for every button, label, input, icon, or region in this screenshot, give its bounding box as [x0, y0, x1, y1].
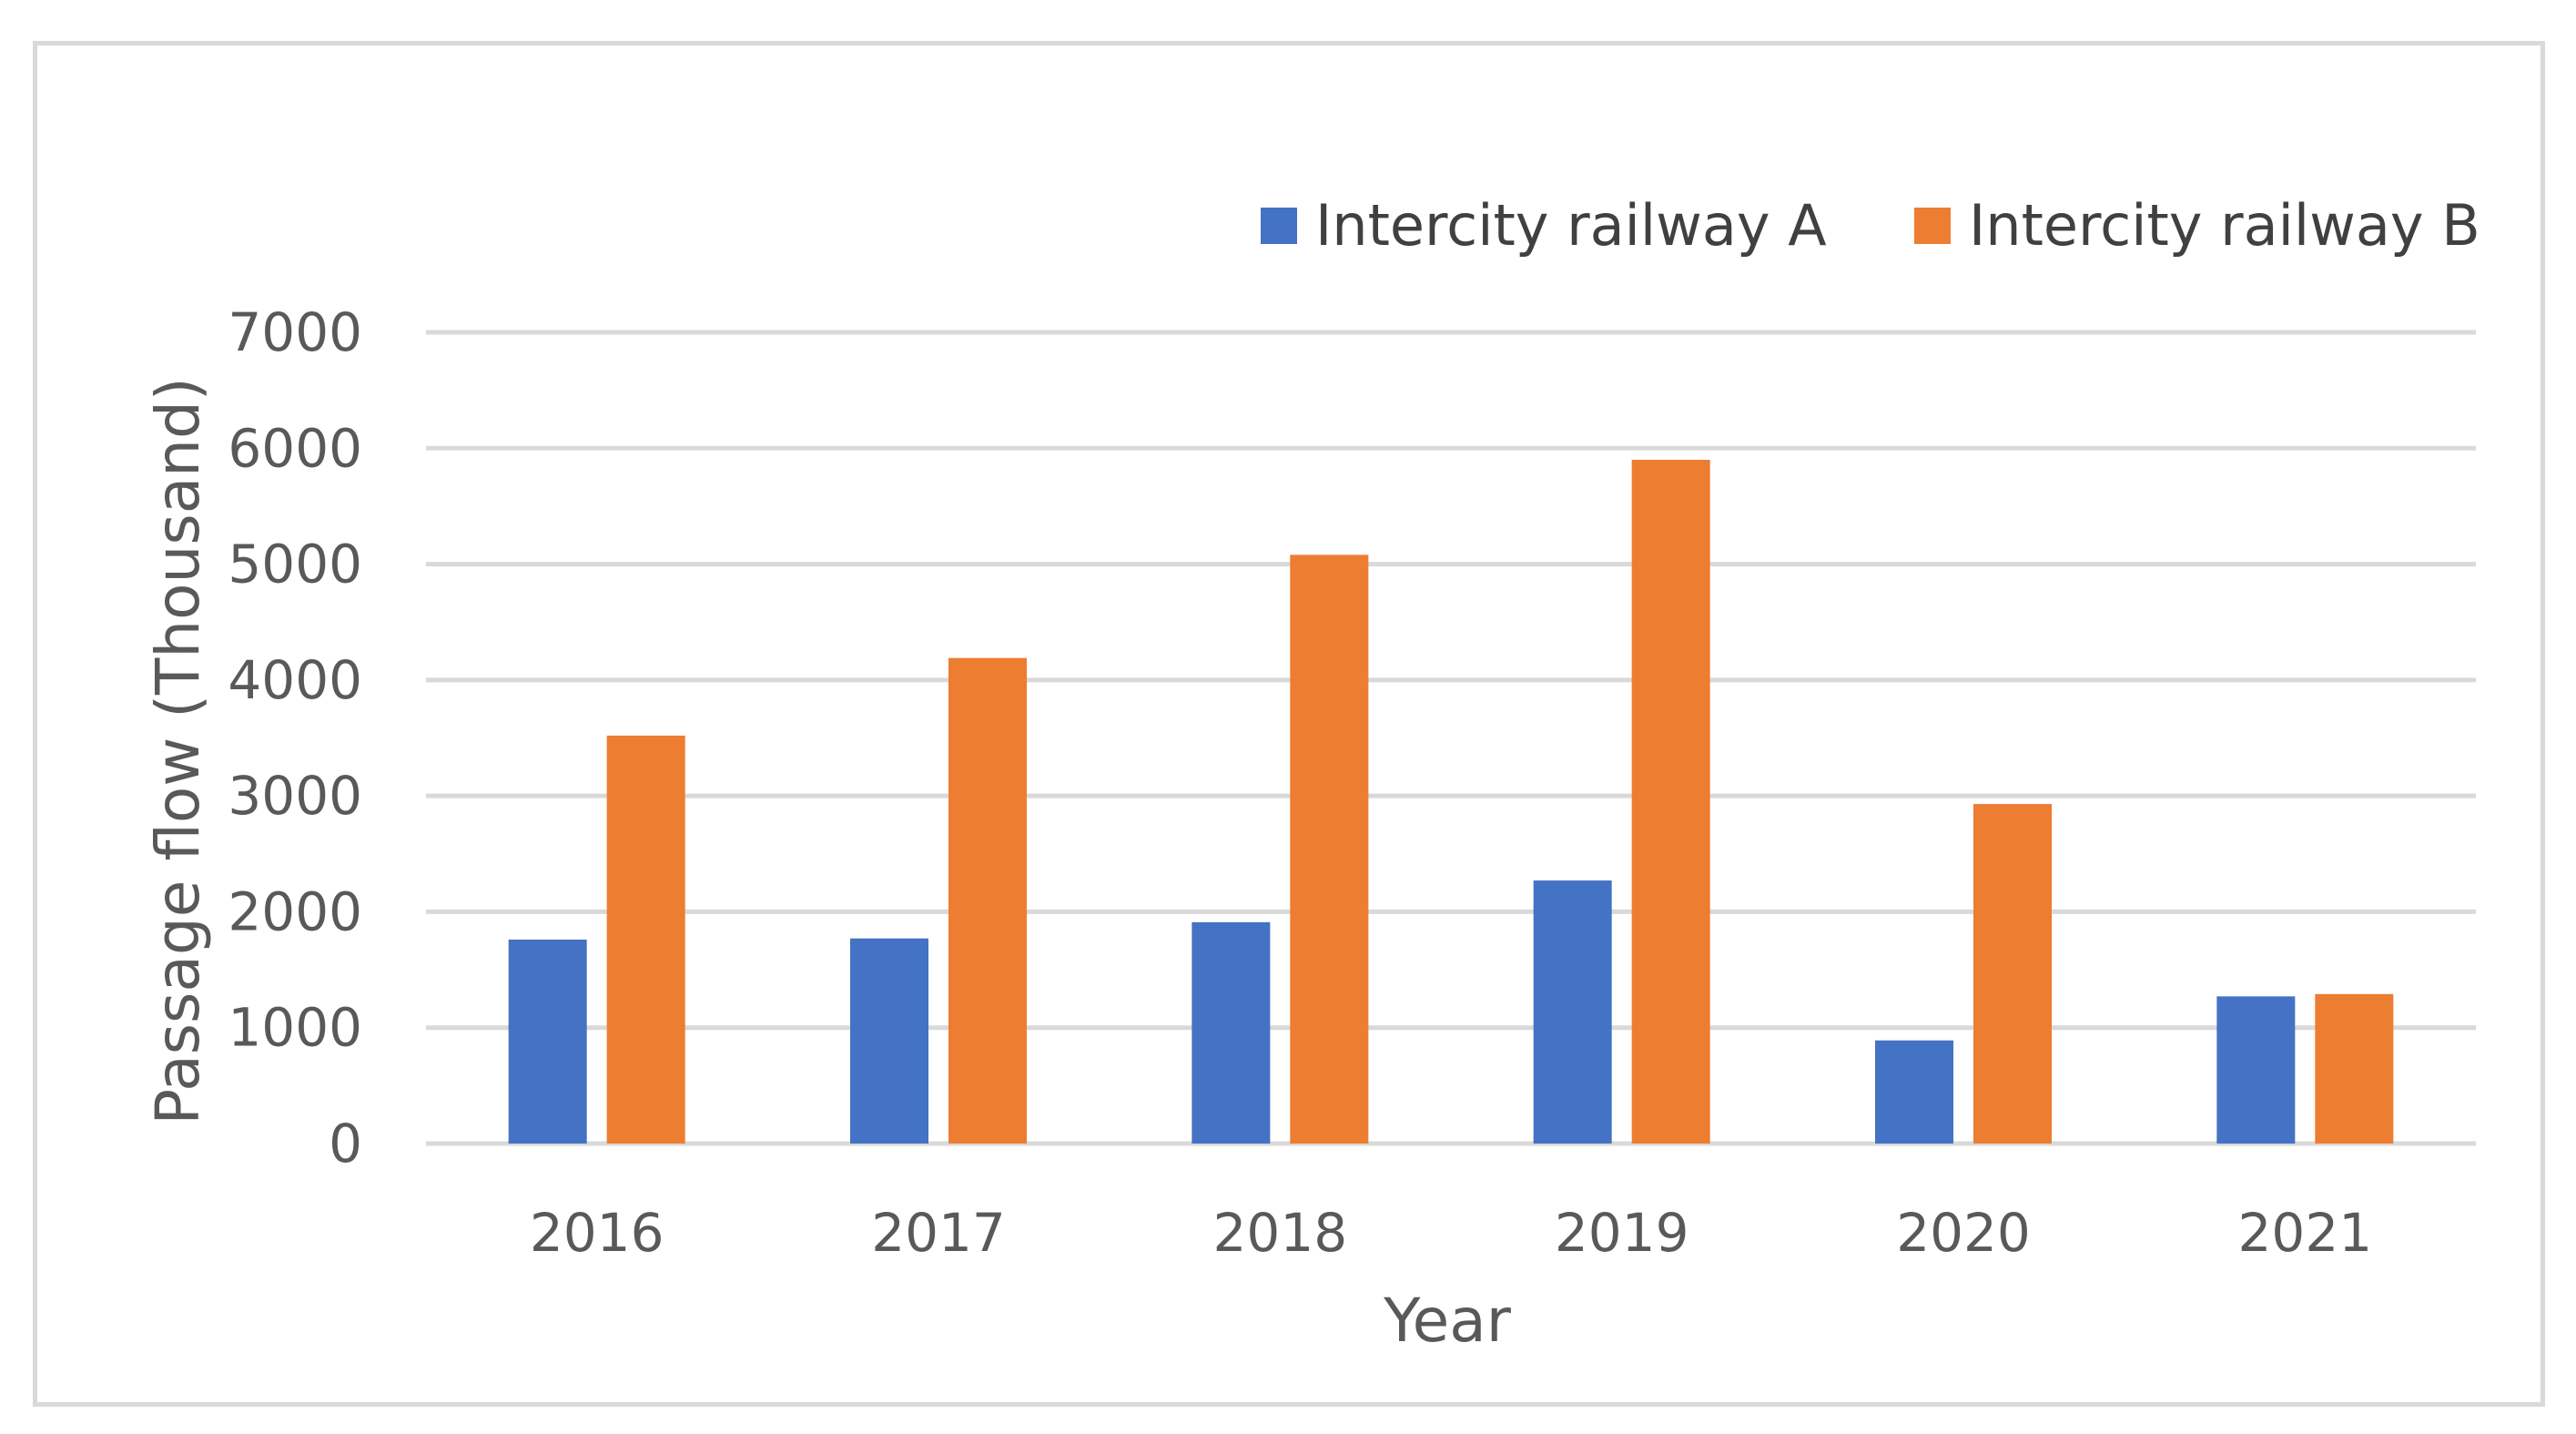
- x-axis-title: Year: [1383, 1286, 1512, 1356]
- legend-swatch-a: [1261, 208, 1297, 244]
- bar-b-2018: [1290, 554, 1369, 1144]
- x-axis-ticks: 2016 2017 2018 2019 2020 2021: [530, 1202, 2372, 1264]
- y-tick-label: 0: [329, 1113, 362, 1175]
- bar-a-2020: [1875, 1040, 1953, 1144]
- y-tick-label: 1000: [228, 997, 362, 1059]
- bar-b-2020: [1973, 804, 2052, 1144]
- bar-a-2021: [2216, 996, 2296, 1144]
- bar-b-2016: [606, 735, 685, 1144]
- legend-label-b: Intercity railway B: [1969, 192, 2480, 259]
- y-tick-label: 6000: [228, 417, 362, 479]
- legend-label-a: Intercity railway A: [1315, 192, 1827, 259]
- x-tick-label: 2016: [530, 1202, 664, 1264]
- bar-b-2017: [948, 657, 1027, 1144]
- y-axis-title: Passage flow (Thousand): [143, 377, 213, 1124]
- y-tick-label: 5000: [228, 534, 362, 595]
- x-tick-label: 2017: [871, 1202, 1006, 1264]
- bar-a-2017: [850, 938, 928, 1144]
- bar-b-2019: [1631, 460, 1710, 1144]
- bar-b-2021: [2315, 993, 2394, 1144]
- gridlines: [426, 330, 2476, 1146]
- bar-a-2019: [1533, 880, 1612, 1144]
- chart-frame: [33, 41, 2545, 1407]
- x-tick-label: 2020: [1896, 1202, 2031, 1264]
- bar-a-2016: [508, 939, 587, 1144]
- y-axis-ticks: 0 1000 2000 3000 4000 5000 6000 7000: [228, 301, 362, 1175]
- y-tick-label: 7000: [228, 301, 362, 363]
- x-tick-label: 2018: [1213, 1202, 1348, 1264]
- bars: [508, 460, 2394, 1144]
- legend-swatch-b: [1914, 208, 1951, 244]
- legend: Intercity railway A Intercity railway B: [1261, 192, 2480, 259]
- y-tick-label: 2000: [228, 880, 362, 942]
- y-tick-label: 3000: [228, 765, 362, 827]
- x-tick-label: 2019: [1555, 1202, 1689, 1264]
- x-tick-label: 2021: [2238, 1202, 2373, 1264]
- y-tick-label: 4000: [228, 649, 362, 711]
- bar-a-2018: [1192, 921, 1271, 1144]
